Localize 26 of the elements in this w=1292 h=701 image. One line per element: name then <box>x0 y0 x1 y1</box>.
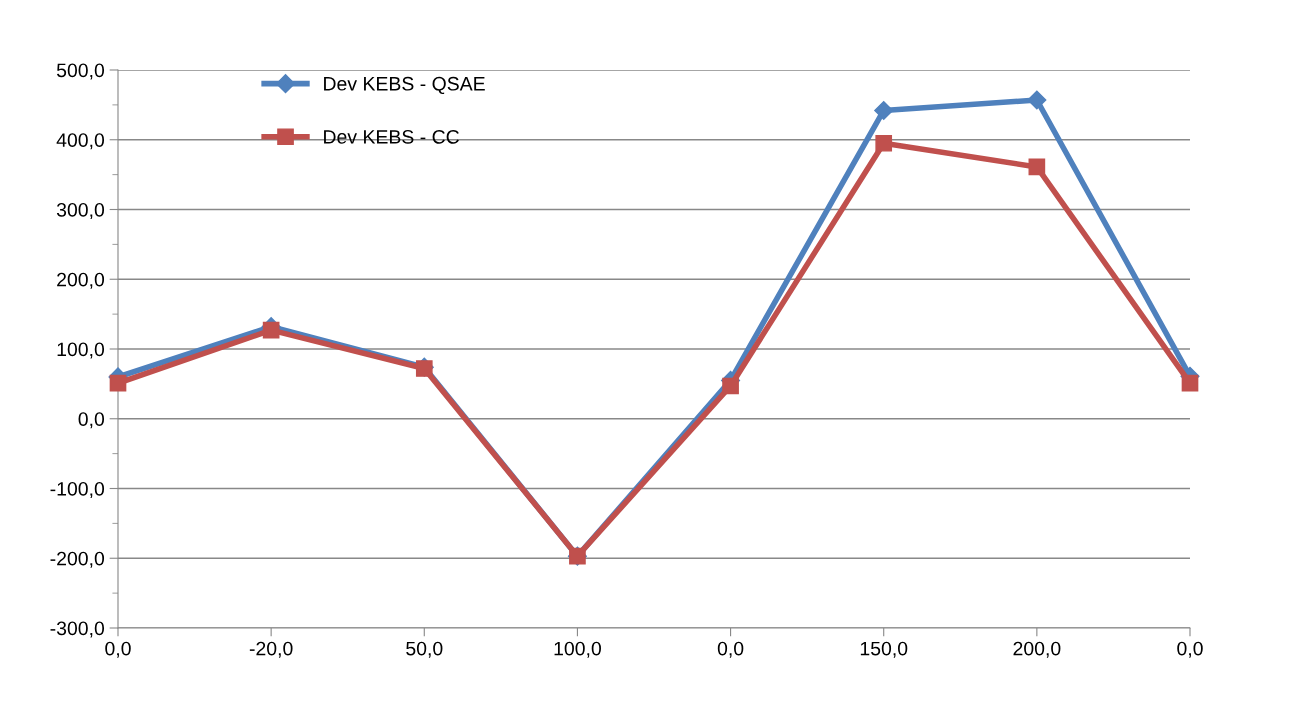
y-tick-label: 100,0 <box>57 342 105 359</box>
y-tick-label: -100,0 <box>50 481 105 499</box>
point <box>722 377 739 395</box>
x-tick-label: 0,0 <box>1177 641 1203 658</box>
y-tick-label: 500,0 <box>56 63 105 80</box>
y-tick-label: 300,0 <box>56 202 105 220</box>
point <box>875 134 893 152</box>
legend-label: Dev KEBS - QSAE <box>324 76 485 95</box>
y-tick-label: 0,0 <box>78 412 105 429</box>
x-tick-label: 200,0 <box>1013 641 1061 658</box>
point <box>109 374 127 392</box>
x-tick-label: 0,0 <box>105 641 131 658</box>
point <box>1181 374 1199 392</box>
y-tick-label: 400,0 <box>56 133 105 150</box>
x-tick-label: 150,0 <box>860 641 908 658</box>
x-tick-label: 50,0 <box>406 641 443 658</box>
y-tick-label: -200,0 <box>50 551 105 568</box>
y-tick-label: 200,0 <box>57 272 105 289</box>
point <box>874 100 894 120</box>
x-tick-label: 0,0 <box>717 641 744 658</box>
point <box>1028 158 1046 176</box>
y-tick-label: -300,0 <box>50 621 105 638</box>
point <box>1027 90 1047 110</box>
x-tick-label: -20,0 <box>249 641 293 658</box>
legend-label: Dev KEBS - CC <box>324 129 459 144</box>
x-tick-label: 100,0 <box>554 641 601 658</box>
